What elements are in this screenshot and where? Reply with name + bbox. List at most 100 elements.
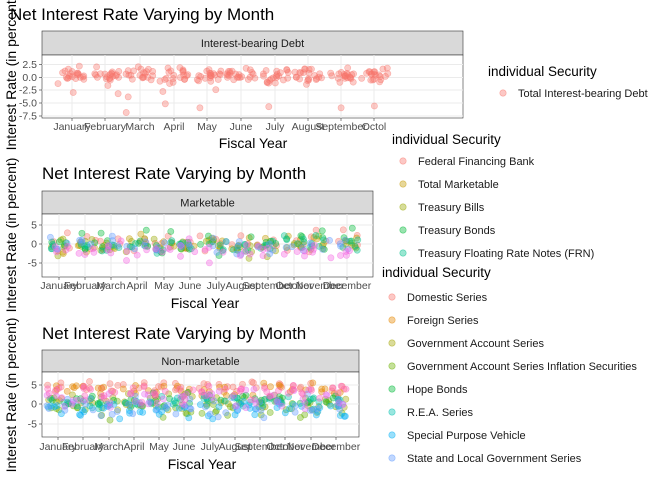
facet-label: Marketable	[180, 198, 234, 210]
data-point	[337, 104, 345, 112]
data-point	[70, 384, 78, 392]
legend-key	[399, 203, 407, 211]
data-point	[294, 240, 301, 248]
x-tick-label: December	[323, 280, 372, 292]
data-point	[107, 249, 115, 257]
data-point	[288, 243, 296, 251]
x-tick-label: March	[94, 441, 123, 453]
x-tick-label: July	[201, 441, 220, 453]
data-point	[240, 398, 247, 405]
legend-title: individual Security	[392, 132, 501, 147]
legend-label: Total Marketable	[418, 179, 499, 191]
x-tick-label: December	[312, 441, 361, 453]
x-tick-label: June	[179, 280, 202, 292]
data-point	[318, 227, 326, 235]
data-point	[284, 74, 292, 82]
data-point	[117, 237, 125, 245]
x-tick-label: September	[242, 280, 294, 292]
data-point	[144, 391, 152, 399]
data-point	[340, 412, 348, 420]
data-point	[54, 252, 62, 260]
data-point	[283, 66, 291, 73]
data-point	[306, 395, 314, 403]
data-point	[97, 229, 105, 237]
data-point	[376, 73, 384, 80]
data-point	[329, 384, 337, 392]
data-point	[114, 242, 122, 249]
data-point	[123, 242, 131, 250]
data-point	[114, 90, 122, 98]
data-point	[376, 78, 383, 86]
data-point	[181, 75, 189, 83]
data-point	[273, 398, 281, 406]
y-tick-label: 2.5	[22, 59, 37, 71]
x-tick-label: September	[234, 441, 286, 453]
legend-label: Federal Financing Bank	[418, 156, 535, 168]
legend: individual Security Domestic Series Foreig…	[382, 265, 637, 465]
data-point	[140, 73, 147, 81]
data-point	[180, 392, 187, 400]
legend-label: State and Local Government Series	[407, 453, 582, 465]
data-point	[196, 104, 204, 112]
y-tick-label: 0	[31, 399, 37, 411]
data-point	[188, 393, 196, 400]
data-point	[158, 248, 166, 256]
data-point	[155, 383, 162, 390]
data-point	[232, 402, 240, 410]
data-point	[327, 254, 335, 262]
data-point	[143, 68, 150, 76]
data-point	[198, 388, 206, 396]
data-point	[358, 75, 366, 82]
data-point	[208, 390, 216, 398]
data-point	[168, 237, 176, 245]
data-point	[77, 240, 85, 248]
y-tick-label: 0	[31, 239, 37, 251]
x-tick-label: February	[84, 121, 127, 133]
data-point	[344, 64, 352, 72]
data-point	[275, 387, 282, 394]
data-point	[339, 401, 347, 408]
data-point	[207, 77, 215, 85]
data-point	[260, 379, 268, 387]
data-point	[181, 396, 189, 403]
x-tick-label: April	[163, 121, 184, 133]
y-tick-label: -5	[28, 258, 37, 270]
data-point	[172, 410, 180, 418]
data-point	[127, 389, 135, 397]
data-point	[142, 226, 150, 234]
data-point	[320, 245, 328, 253]
data-point	[271, 79, 279, 87]
data-point	[320, 236, 328, 244]
data-point	[242, 64, 250, 72]
data-point	[281, 409, 289, 417]
x-tick-label: January	[40, 280, 78, 292]
legend-key	[388, 385, 396, 393]
data-point	[323, 392, 331, 399]
data-point	[153, 406, 161, 413]
data-point	[80, 384, 88, 392]
data-point	[370, 75, 378, 83]
data-point	[153, 399, 161, 407]
data-point	[64, 242, 72, 250]
data-point	[214, 242, 222, 250]
data-point	[246, 250, 254, 258]
data-point	[140, 383, 148, 391]
data-point	[147, 76, 155, 84]
chart-panel-2: Net Interest Rate Varying by Month Market…	[3, 132, 594, 312]
data-point	[198, 409, 206, 417]
data-point	[251, 74, 259, 82]
data-point	[183, 410, 191, 417]
data-point	[170, 71, 178, 79]
data-point	[161, 76, 169, 83]
x-tick-label: August	[292, 121, 325, 133]
data-point	[299, 235, 307, 243]
data-point	[335, 70, 343, 78]
x-tick-label: June	[230, 121, 253, 133]
data-point	[310, 394, 318, 402]
legend-key	[399, 180, 407, 188]
data-point	[106, 399, 114, 406]
chart-panel-3: Net Interest Rate Varying by Month Non-ma…	[3, 265, 637, 472]
x-tick-label: October	[275, 280, 313, 292]
y-axis-title: Interest Rate (in percent)	[3, 0, 19, 150]
